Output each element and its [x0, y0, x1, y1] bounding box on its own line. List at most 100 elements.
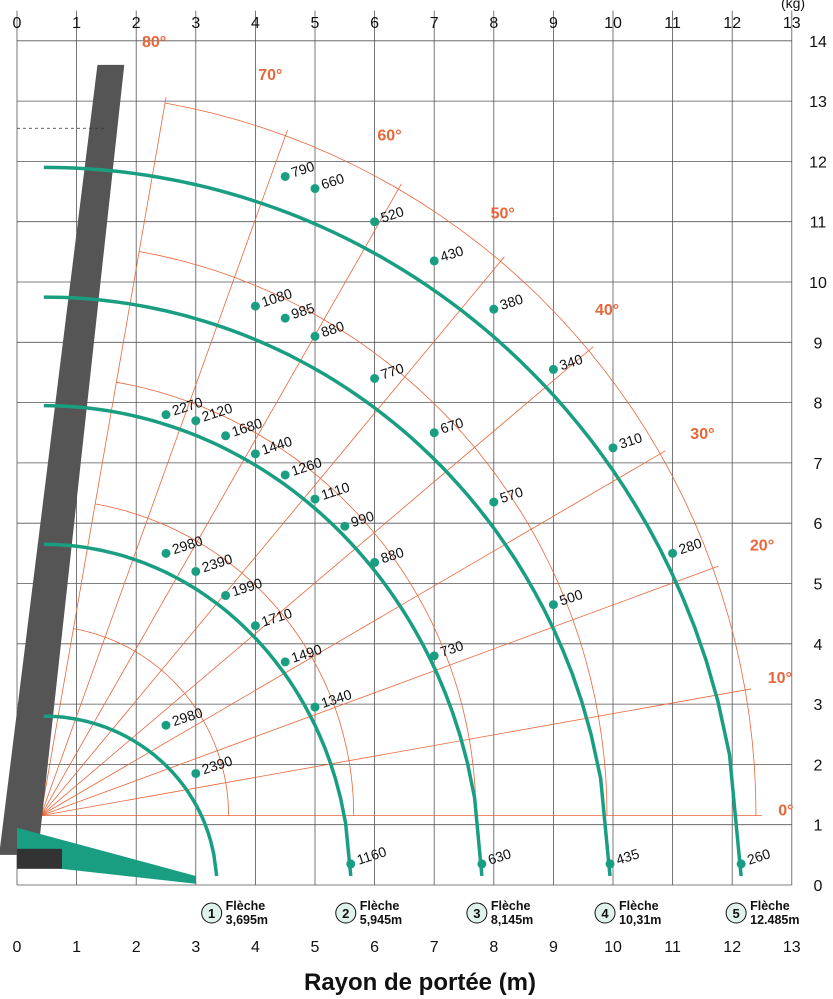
- load-point: [736, 859, 746, 869]
- load-value: 985: [289, 300, 316, 323]
- load-curve-2: [43, 542, 353, 877]
- load-value: 2120: [200, 400, 235, 425]
- load-point: [221, 431, 231, 441]
- load-value: 2980: [170, 532, 205, 557]
- grid: [16, 10, 793, 886]
- angle-label: 0°: [778, 803, 793, 820]
- load-point: [489, 304, 499, 314]
- x-tick-bottom: 9: [549, 939, 558, 956]
- load-point: [250, 301, 260, 311]
- angle-line: [40, 183, 402, 816]
- boom-label-title: Flèche: [750, 899, 790, 913]
- load-value: 280: [677, 535, 704, 558]
- boom-label-length: 5,945m: [360, 913, 402, 927]
- boom-label-title: Flèche: [491, 899, 531, 913]
- load-point: [161, 548, 171, 558]
- load-value: 660: [319, 170, 346, 193]
- x-tick-bottom: 0: [13, 939, 22, 956]
- x-tick-top: 10: [604, 15, 622, 32]
- load-curve-3: [43, 403, 484, 877]
- load-value: 310: [617, 429, 644, 452]
- boom-badge: [201, 902, 223, 924]
- angle-line: [40, 346, 594, 816]
- load-value: 880: [319, 318, 346, 341]
- y-tick: 3: [814, 697, 823, 714]
- x-tick-top: 3: [191, 15, 200, 32]
- angle-lines: 80° 70° 60° 50° 40° 30° 20° 10° 0°: [40, 34, 793, 820]
- load-value: 340: [557, 351, 584, 374]
- angle-label: 60°: [377, 127, 401, 144]
- load-value: 1680: [230, 415, 265, 440]
- load-point: [605, 859, 615, 869]
- load-value: 2390: [200, 550, 235, 575]
- angle-line: [40, 97, 167, 816]
- x-tick-top: 6: [370, 15, 379, 32]
- load-value: 430: [438, 242, 465, 265]
- boom-label-title: Flèche: [619, 899, 659, 913]
- load-value: 380: [498, 290, 525, 313]
- load-curves: 2390298011601340149017101990239029806307…: [43, 158, 772, 877]
- load-point: [191, 416, 201, 426]
- load-point: [250, 449, 260, 459]
- load-value: 570: [498, 483, 525, 506]
- load-point: [489, 497, 499, 507]
- x-tick-top: 1: [72, 15, 81, 32]
- y-tick: 9: [814, 335, 823, 352]
- radius-arc: [73, 628, 229, 816]
- load-point: [221, 591, 231, 601]
- load-point: [280, 313, 290, 323]
- x-tick-top: 13: [783, 15, 801, 32]
- angle-line: [40, 688, 752, 817]
- crane-boom: [0, 64, 196, 884]
- outrigger: [17, 827, 196, 884]
- boom-label-length: 12.485m: [750, 913, 799, 927]
- load-point: [668, 548, 678, 558]
- angle-label: 70°: [258, 67, 282, 84]
- y-tick: 2: [814, 757, 823, 774]
- x-tick-bottom: 2: [132, 939, 141, 956]
- load-point: [548, 600, 558, 610]
- boom-label-title: Flèche: [226, 899, 266, 913]
- load-point: [310, 184, 320, 194]
- x-tick-bottom: 12: [723, 939, 741, 956]
- x-tick-top: 7: [430, 15, 439, 32]
- boom-badge: [335, 902, 357, 924]
- load-point: [608, 443, 618, 453]
- load-value: 790: [289, 158, 316, 181]
- y-tick: 14: [809, 34, 827, 51]
- load-point: [429, 651, 439, 661]
- x-tick-top: 11: [664, 15, 681, 32]
- boom-label-length: 3,695m: [226, 913, 268, 927]
- load-point: [161, 720, 171, 730]
- load-value: 2390: [200, 752, 235, 777]
- load-point: [370, 217, 380, 227]
- angle-line: [40, 129, 288, 816]
- load-point: [280, 470, 290, 480]
- unit-label: (kg): [781, 0, 805, 11]
- x-tick-top: 12: [723, 15, 741, 32]
- load-point: [429, 428, 439, 438]
- load-point: [340, 521, 350, 531]
- load-curve-1: [43, 714, 219, 877]
- load-point: [191, 566, 201, 576]
- x-tick-bottom: 10: [604, 939, 622, 956]
- x-tick-top: 8: [489, 15, 498, 32]
- load-value: 1710: [259, 605, 294, 630]
- angle-line: [40, 565, 719, 817]
- boom-badge-number: 3: [473, 906, 480, 921]
- radius-arc: [164, 102, 757, 816]
- x-tick-bottom: 8: [489, 939, 498, 956]
- angle-label: 40°: [595, 302, 619, 319]
- boom-label-length: 8,145m: [491, 913, 533, 927]
- load-curve-5: [43, 165, 743, 877]
- load-point: [250, 621, 260, 631]
- x-tick-top: 9: [549, 15, 558, 32]
- load-value: 770: [379, 360, 406, 383]
- load-point: [429, 256, 439, 266]
- load-value: 630: [486, 845, 513, 868]
- x-tick-top: 2: [132, 15, 141, 32]
- x-tick-bottom: 7: [430, 939, 439, 956]
- angle-label: 20°: [750, 537, 774, 554]
